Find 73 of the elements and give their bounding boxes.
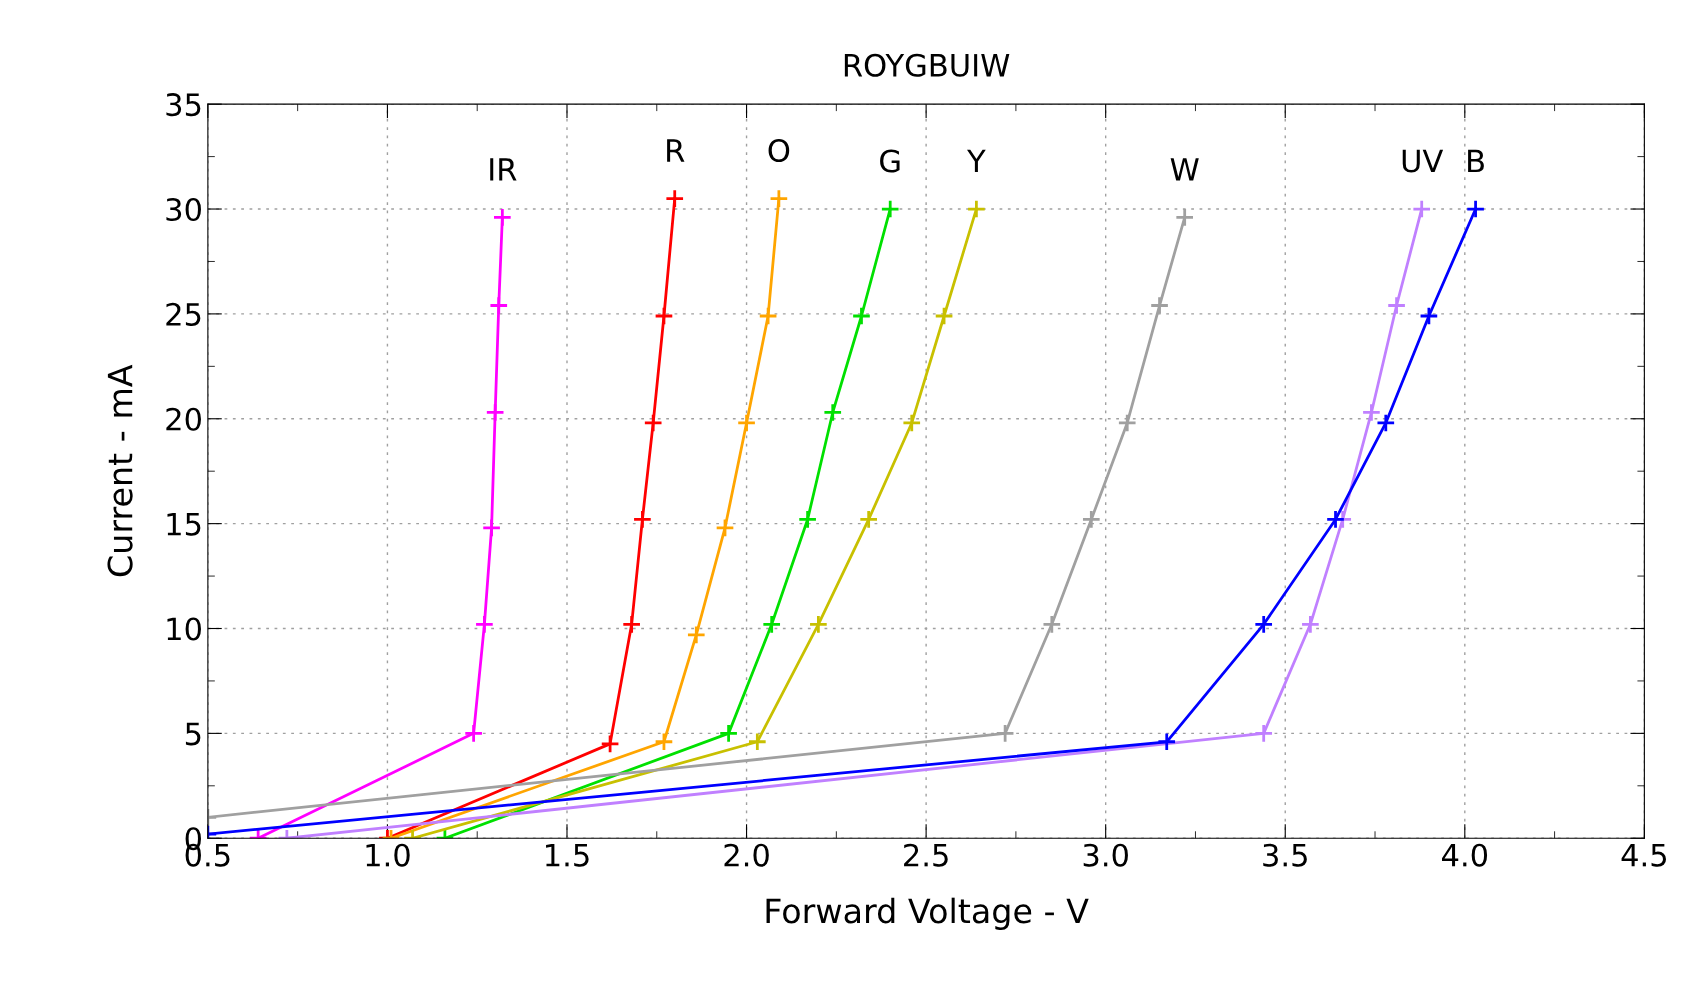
y-tick-label: 30: [166, 197, 201, 222]
point: [686, 625, 706, 645]
point: [966, 199, 987, 219]
point: [643, 413, 663, 433]
point: [1253, 723, 1274, 744]
point: [1253, 614, 1274, 635]
point: [1465, 199, 1486, 219]
point: [797, 509, 818, 530]
series-label: R: [667, 139, 685, 162]
x-tick-label: 3.0: [1083, 843, 1128, 867]
point: [934, 306, 954, 326]
y-tick-label: 15: [167, 512, 201, 536]
point: [769, 188, 789, 209]
point: [747, 732, 768, 752]
x-tick-label: 4.5: [1621, 844, 1666, 867]
chart-title: ROYGBUIW: [844, 53, 1010, 77]
point: [1325, 509, 1346, 530]
point: [1419, 306, 1439, 326]
point: [715, 518, 735, 538]
point: [736, 413, 757, 433]
point: [851, 306, 872, 326]
series-label: O: [768, 138, 790, 163]
point: [492, 207, 513, 228]
point: [632, 509, 653, 530]
series-label: G: [880, 149, 900, 173]
point: [489, 295, 509, 316]
x-tick-label: 4.0: [1442, 843, 1488, 867]
y-tick-label: 20: [166, 407, 201, 431]
x-tick-label: 2.0: [724, 843, 769, 867]
point: [621, 614, 642, 635]
point: [758, 306, 778, 326]
point: [481, 518, 502, 538]
point: [463, 723, 484, 744]
series-label: UV: [1402, 149, 1444, 173]
point: [654, 732, 674, 752]
point: [1386, 295, 1407, 316]
point: [654, 306, 674, 326]
point: [718, 723, 739, 744]
x-tick-label: 3.5: [1263, 843, 1307, 867]
x-tick-label: 2.5: [904, 843, 948, 867]
y-tick-label: 5: [185, 722, 201, 746]
point: [665, 188, 685, 209]
point: [1174, 207, 1195, 228]
x-axis-title: Forward Voltage - V: [766, 897, 1089, 930]
point: [902, 413, 922, 433]
y-tick-label: 25: [166, 302, 201, 326]
point: [808, 614, 829, 635]
point: [474, 614, 495, 635]
x-tick-label: 1.0: [366, 843, 410, 867]
point: [823, 402, 843, 423]
point: [1117, 413, 1137, 433]
series-label: IR: [490, 158, 517, 181]
point: [1361, 402, 1382, 423]
y-axis-title: Current - mA: [107, 364, 133, 577]
point: [880, 199, 900, 219]
point: [1300, 614, 1321, 635]
point: [600, 734, 620, 754]
x-tick-label: 1.5: [546, 844, 589, 867]
y-tick-label: 35: [166, 93, 201, 117]
series-label: Y: [967, 149, 986, 173]
point: [485, 402, 505, 423]
series-label: W: [1170, 158, 1199, 181]
point: [1411, 199, 1432, 219]
y-tick-label: 10: [167, 617, 201, 641]
series-label: B: [1468, 149, 1484, 173]
point: [858, 509, 879, 530]
point: [1376, 413, 1396, 433]
point: [995, 723, 1015, 744]
point: [1149, 295, 1170, 316]
point: [761, 614, 782, 635]
point: [1042, 614, 1062, 635]
point: [1081, 509, 1102, 530]
point: [1157, 732, 1177, 752]
